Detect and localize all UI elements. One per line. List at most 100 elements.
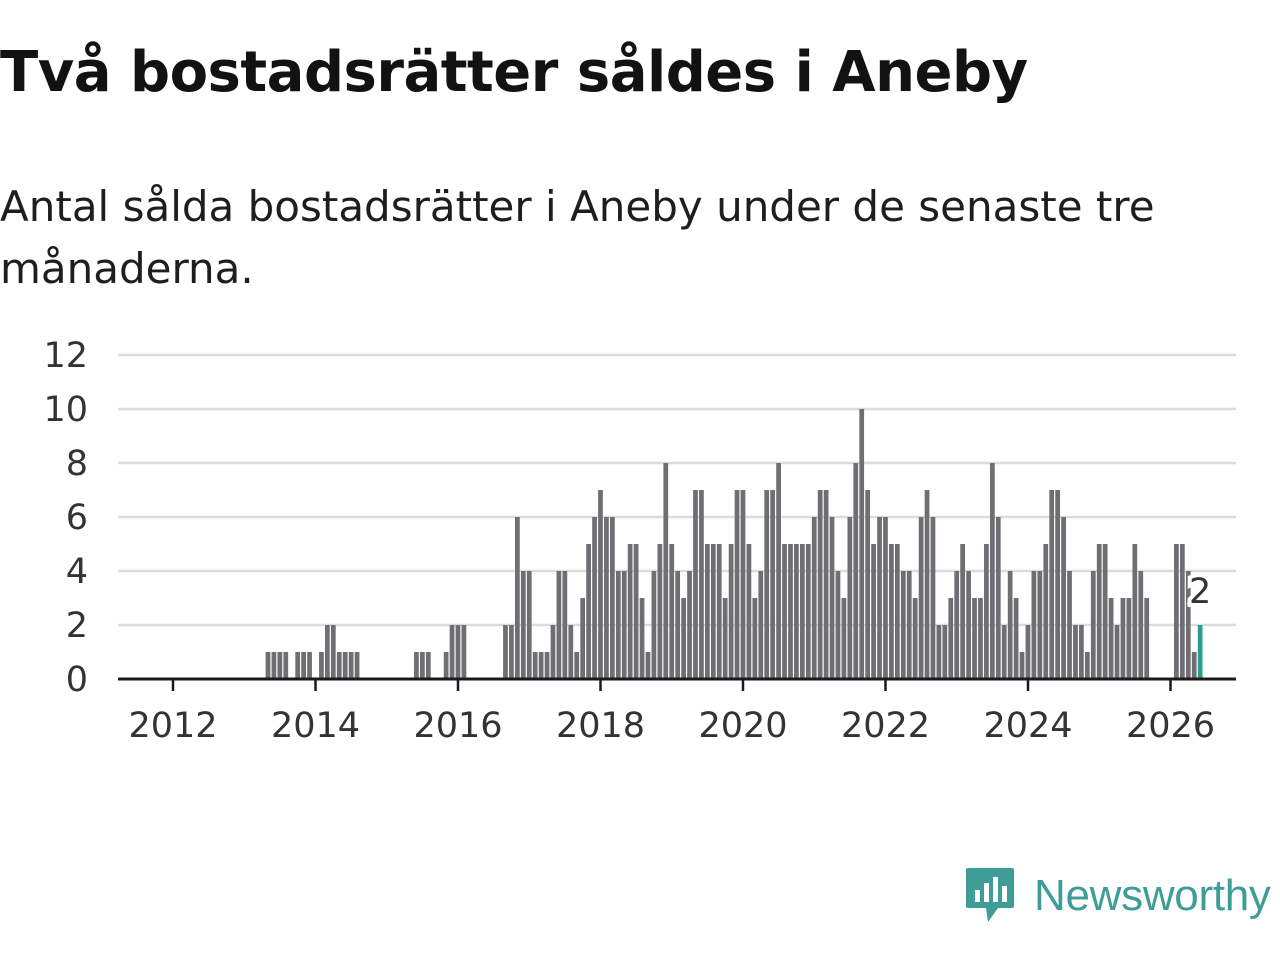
bar (716, 544, 722, 679)
bar (1061, 517, 1066, 679)
x-tick-label: 2026 (1126, 706, 1215, 746)
bar (960, 544, 966, 679)
bar (865, 490, 871, 679)
bar (1126, 598, 1132, 679)
bar (1191, 652, 1197, 679)
bar (877, 517, 882, 679)
bar (1102, 544, 1108, 679)
bar (817, 490, 823, 679)
bar (633, 544, 639, 679)
bar (871, 544, 876, 679)
bar (764, 490, 770, 679)
bar (319, 652, 324, 679)
bar (776, 463, 781, 679)
bar (455, 625, 461, 679)
bar (1144, 598, 1150, 679)
x-axis-ticks: 2012 2014 2016 2018 2020 2022 2024 2026 (128, 679, 1215, 746)
bar (1013, 598, 1019, 679)
bar (324, 625, 330, 679)
bar (681, 598, 686, 679)
bar (265, 652, 271, 679)
bar (966, 571, 971, 679)
bar (520, 571, 526, 679)
bar (509, 625, 514, 679)
bar (788, 544, 793, 679)
bar (1025, 625, 1031, 679)
bar (1096, 544, 1102, 679)
bar (609, 517, 615, 679)
bar (1007, 571, 1013, 679)
bar (794, 544, 799, 679)
bar (710, 544, 716, 679)
bar (271, 652, 277, 679)
bar (1067, 571, 1072, 679)
chart-subtitle: Antal sålda bostadsrätter i Aneby under … (0, 182, 1155, 293)
bar (532, 652, 538, 679)
bar (414, 652, 419, 679)
bar (615, 571, 621, 679)
bar (330, 625, 336, 679)
bar (639, 598, 645, 679)
newsworthy-chart-icon (966, 868, 1014, 922)
x-tick-label: 2024 (983, 706, 1072, 746)
bar (461, 625, 467, 679)
bar (425, 652, 431, 679)
bar (526, 571, 532, 679)
bar (449, 625, 455, 679)
bar (859, 409, 865, 679)
bar (1179, 544, 1185, 679)
bar (847, 517, 853, 679)
x-tick-label: 2018 (556, 706, 645, 746)
bar (550, 625, 556, 679)
bar (900, 571, 906, 679)
bar (1185, 571, 1191, 679)
bars (265, 409, 1203, 679)
bar (604, 517, 609, 679)
x-tick-label: 2022 (841, 706, 930, 746)
bar (924, 490, 930, 679)
chart-title: Två bostadsrätter såldes i Aneby (0, 40, 1028, 105)
bar (853, 463, 859, 679)
bar (693, 490, 698, 679)
x-tick-label: 2012 (128, 706, 217, 746)
bar (1090, 571, 1096, 679)
newsworthy-logo[interactable]: Newsworthy (964, 866, 1271, 926)
bar (758, 571, 764, 679)
bar (419, 652, 425, 679)
bar (704, 544, 710, 679)
bar (1132, 544, 1138, 679)
bar (889, 544, 894, 679)
bar (568, 625, 574, 679)
bar (663, 463, 669, 679)
bar (586, 544, 591, 679)
bar (544, 652, 550, 679)
bar (746, 544, 752, 679)
bar (675, 571, 681, 679)
bar (538, 652, 544, 679)
bar (1174, 544, 1179, 679)
bar (734, 490, 740, 679)
bar (657, 544, 663, 679)
x-tick-label: 2020 (698, 706, 787, 746)
bar (972, 598, 977, 679)
bar (336, 652, 342, 679)
bar (348, 652, 354, 679)
highlight-value-label: 2 (1189, 572, 1211, 612)
bar (782, 544, 787, 679)
bar (562, 571, 568, 679)
bar (883, 517, 888, 679)
bar (651, 571, 657, 679)
bar (906, 571, 912, 679)
bar (1114, 625, 1120, 679)
bar (342, 652, 348, 679)
bar (627, 544, 633, 679)
bar (1031, 571, 1037, 679)
bar (1037, 571, 1043, 679)
bar (574, 652, 580, 679)
bar (1138, 571, 1144, 679)
bar (811, 517, 817, 679)
bar (930, 517, 936, 679)
bar (1001, 625, 1007, 679)
bar (1055, 490, 1061, 679)
bar (912, 598, 918, 679)
